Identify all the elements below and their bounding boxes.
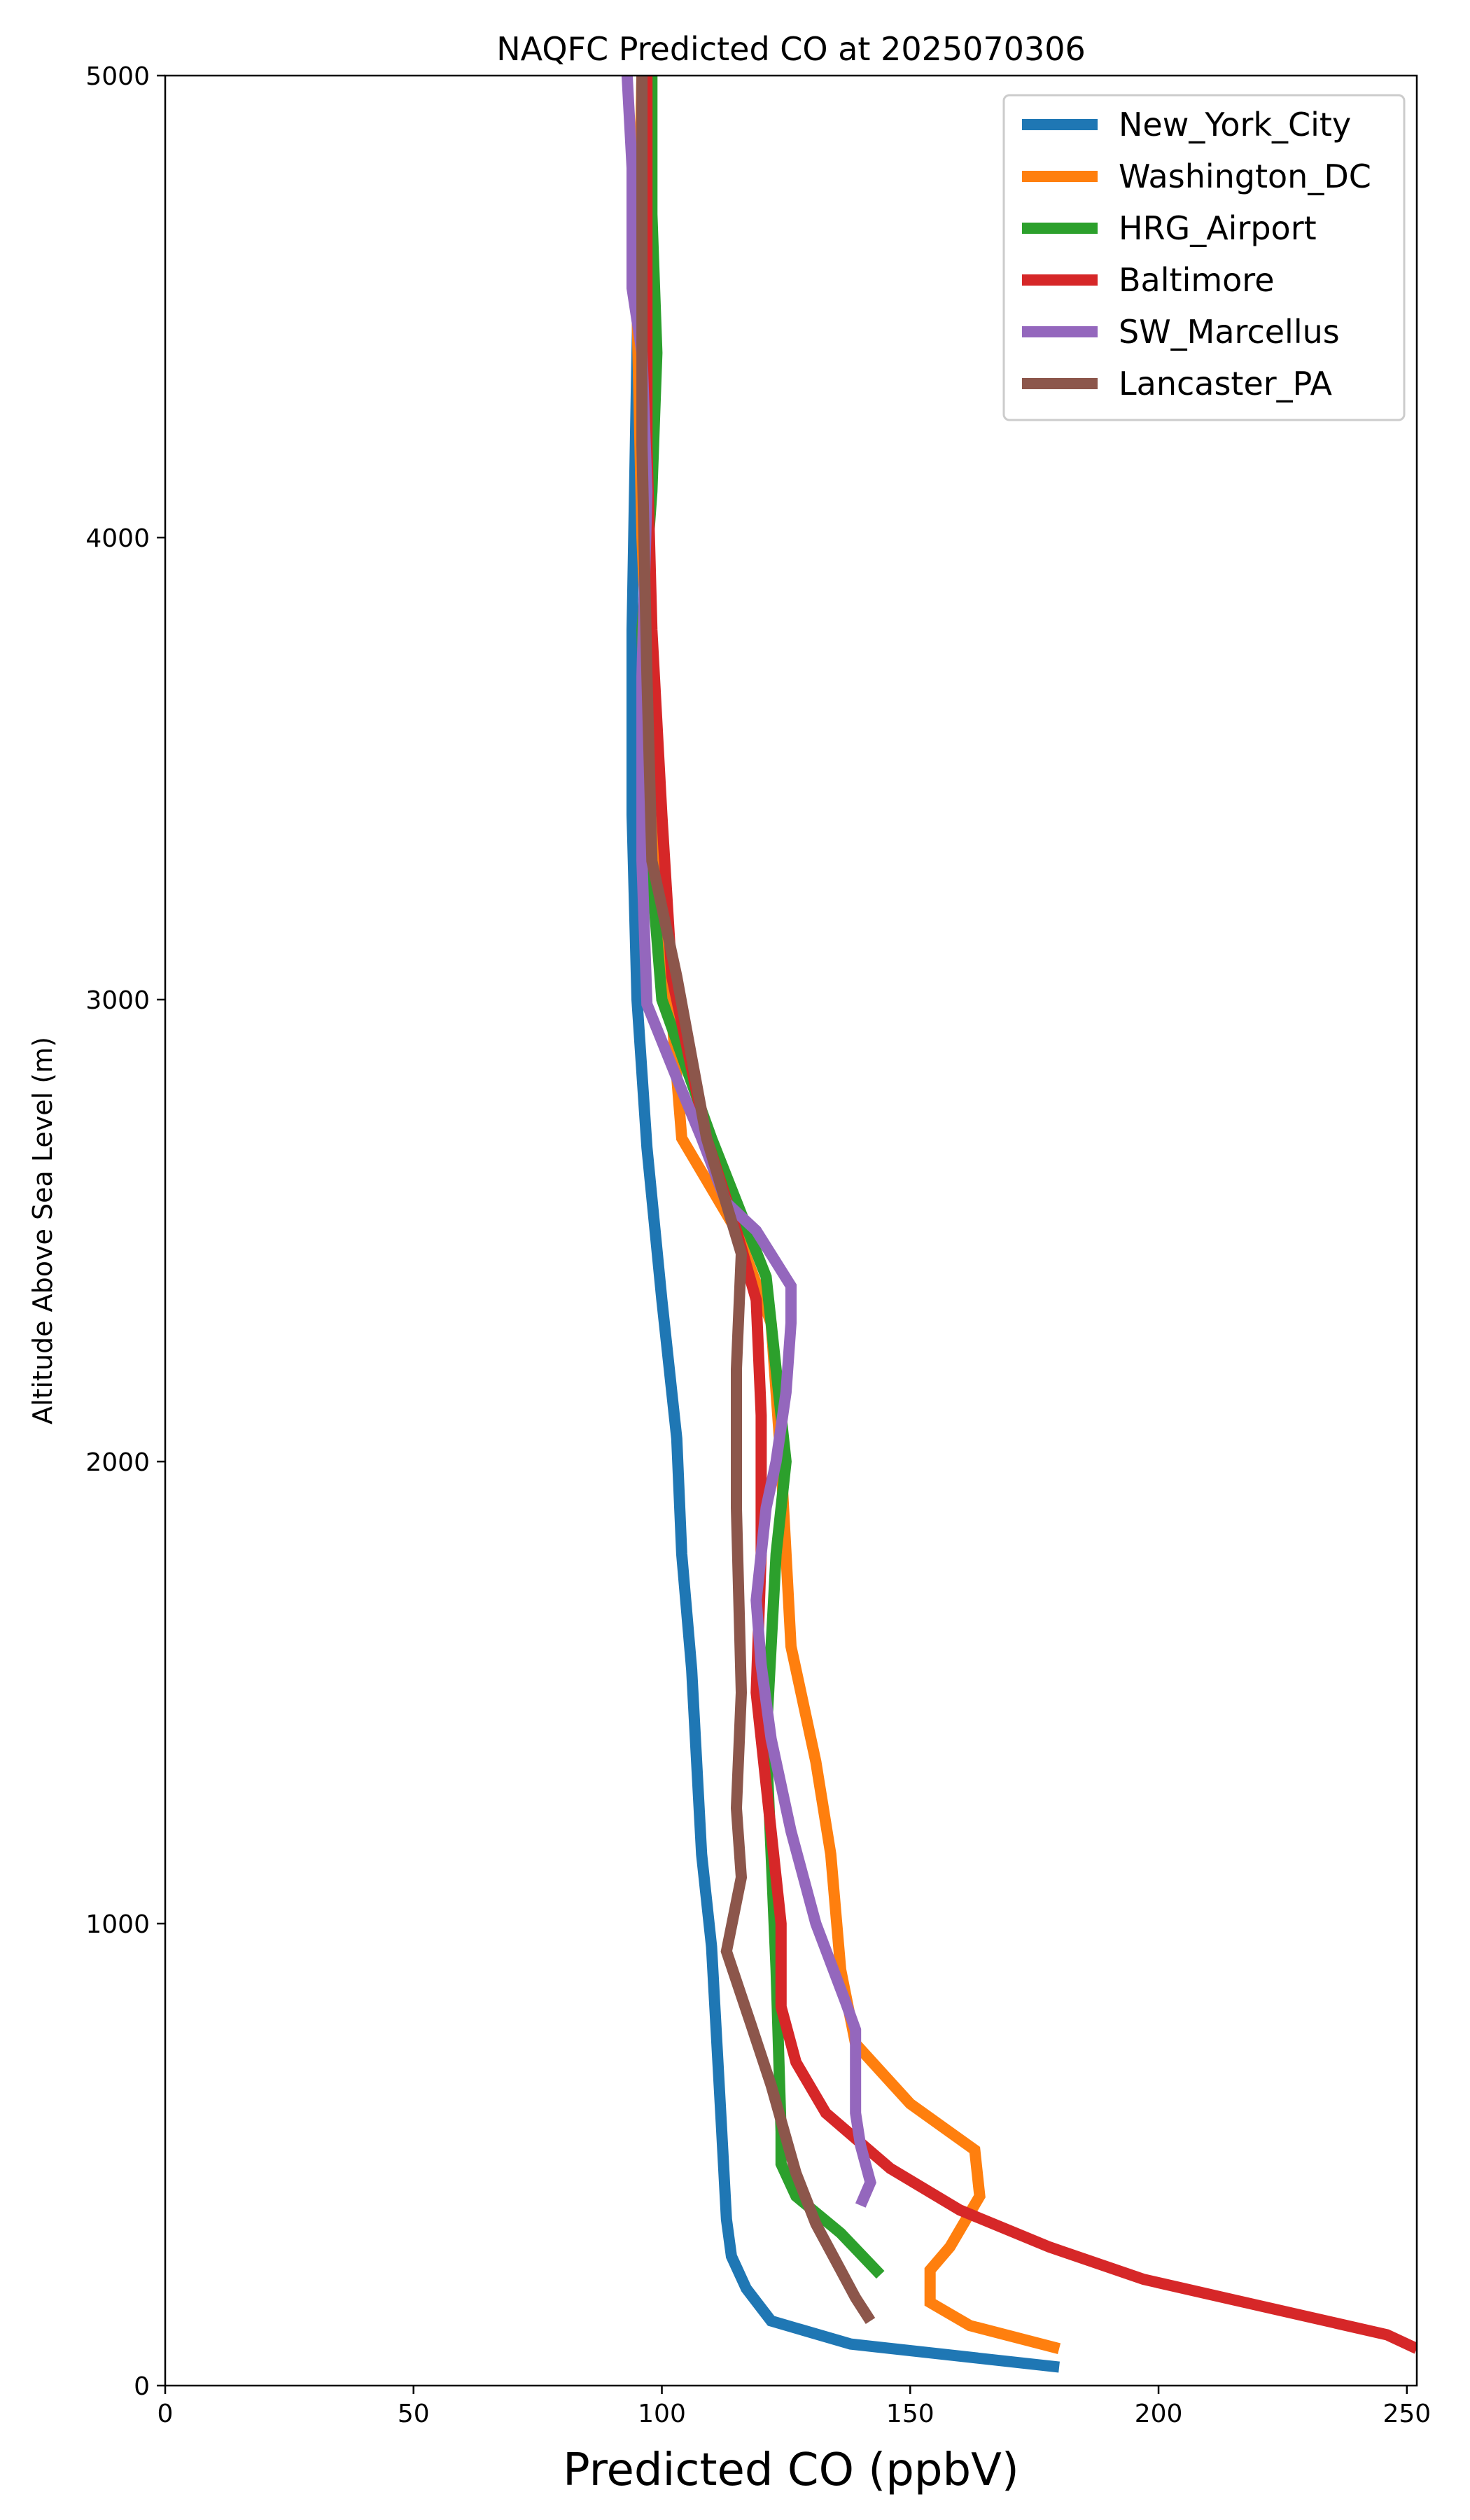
x-tick-label: 250 [1382,2400,1431,2428]
x-axis: 0 50 100 150 200 250 [158,2386,1431,2428]
legend: New_York_City Washington_DC HRG_Airport Bal… [1002,94,1406,421]
legend-label: New_York_City [1119,106,1351,144]
x-axis-label: Predicted CO (ppbV) [563,2444,1019,2496]
y-axis: 0 1000 2000 3000 4000 5000 [85,62,165,2401]
legend-frame [1002,94,1406,421]
series-line-new-york-city [626,76,1060,2373]
x-tick-label: 100 [638,2400,686,2428]
series-layer [621,76,1417,2373]
x-tick-label: 0 [158,2400,174,2428]
y-tick-label: 0 [134,2372,150,2401]
y-tick-label: 4000 [85,524,150,553]
legend-label: HRG_Airport [1119,209,1317,247]
y-axis-label: Altitude Above Sea Level (m) [27,1037,58,1424]
legend-label: Baltimore [1119,261,1275,299]
x-tick-label: 50 [398,2400,430,2428]
y-tick-label: 2000 [85,1448,150,1477]
x-tick-label: 150 [886,2400,934,2428]
y-tick-label: 1000 [85,1910,150,1939]
y-tick-label: 5000 [85,62,150,91]
legend-label: SW_Marcellus [1119,313,1340,351]
series-line-lancaster-pa [636,76,876,2324]
legend-label: Lancaster_PA [1119,365,1332,402]
series-line-baltimore [641,76,1417,2354]
x-tick-label: 200 [1135,2400,1183,2428]
chart-title: NAQFC Predicted CO at 2025070306 [496,30,1086,68]
y-tick-label: 3000 [85,986,150,1015]
legend-label: Washington_DC [1119,158,1371,195]
plot-frame [164,74,1418,2387]
